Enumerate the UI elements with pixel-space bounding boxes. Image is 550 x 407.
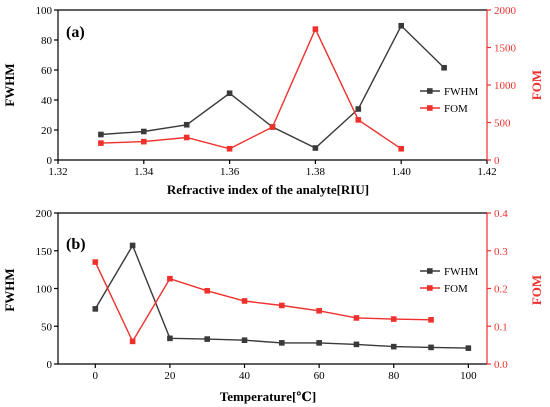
panel-a-y2-tick-label: 0	[494, 155, 500, 167]
panel-b-x-tick-label: 60	[314, 370, 326, 382]
panel-b-y-axis-title: FWHM	[2, 268, 17, 311]
panel-a-x-tick-label: 1.38	[306, 166, 326, 178]
panel-a-y2-tick-label: 500	[494, 118, 511, 130]
panel-b-y-tick-label: 200	[36, 208, 53, 220]
panel-a-x-tick-label: 1.36	[220, 166, 240, 178]
panel-a-fom-point	[98, 140, 104, 146]
panel-a-fwhm-point	[98, 131, 104, 138]
panel-b-fwhm-point	[129, 242, 136, 249]
panel-b-label: (b)	[66, 236, 86, 253]
panel-a-y-tick-label: 60	[41, 65, 53, 77]
panel-a-y-axis-title: FWHM	[2, 63, 17, 106]
panel-b-legend-fwhm-marker	[427, 268, 433, 274]
panel-a-y-tick-label: 80	[41, 35, 53, 47]
panel-b-fwhm-point	[241, 337, 248, 344]
panel-b-y-tick-label: 100	[36, 284, 53, 296]
panel-a-legend-fwhm-label: FWHM	[444, 86, 478, 98]
panel-b-y2-tick-label: 0.2	[494, 284, 508, 296]
panel-a-fwhm-point	[183, 121, 190, 128]
panel-b-x-tick-label: 80	[388, 370, 400, 382]
panel-b-fwhm-point	[279, 340, 285, 346]
panel-b-legend-fom-marker	[427, 285, 433, 291]
panel-a-legend-fom-marker	[427, 105, 433, 111]
panel-b-fwhm-point	[428, 344, 434, 351]
panel-a-fwhm-point	[226, 90, 233, 97]
panel-a-x-axis-title: Refractive index of the analyte[RIU]	[167, 182, 369, 197]
panel-b-y2-tick-label: 0.3	[494, 246, 508, 258]
panel-b-fwhm-point	[353, 341, 360, 348]
panel-a-x-tick-label: 1.42	[477, 166, 496, 178]
panel-a-legend-fwhm-marker	[427, 88, 433, 94]
panel-a-y-tick-label: 0	[47, 155, 53, 167]
panel-a-fwhm-point	[141, 128, 147, 135]
panel-b-y2-tick-label: 0.1	[494, 321, 508, 333]
panel-a-fom-point	[355, 117, 362, 123]
panel-a-fwhm-point	[441, 64, 447, 71]
panel-b-x-axis-title: Temperature[℃]	[220, 389, 316, 404]
panel-b-fwhm-point	[316, 340, 322, 346]
panel-b-fom-line	[94, 261, 432, 343]
panel-b-fom-point	[167, 275, 173, 282]
panel-b-x-tick-label: 0	[93, 370, 99, 382]
panel-a-x-tick-label: 1.40	[392, 166, 412, 178]
panel-a-fom-point	[141, 138, 147, 145]
panel-a-x-tick-label: 1.34	[134, 166, 154, 178]
panel-a-y-tick-label: 100	[36, 5, 53, 17]
panel-b-fom-point	[316, 307, 322, 314]
panel-b-y2-tick-label: 0.0	[494, 359, 508, 371]
panel-b-fom-point	[129, 338, 136, 345]
panel-b-fwhm-line	[94, 243, 469, 349]
panel-a-y2-tick-label: 1000	[494, 80, 517, 92]
panel-b-y-tick-label: 0	[47, 359, 53, 371]
panel-b-fom-point	[279, 302, 285, 309]
panel-b-legend-fom-label: FOM	[444, 283, 468, 295]
panel-b-x-tick-label: 40	[239, 370, 251, 382]
panel-b-fom-point	[204, 287, 211, 294]
panel-b-fom-point	[390, 316, 397, 322]
panel-b-fom-point	[353, 315, 360, 321]
panel-b-fwhm-point	[92, 306, 99, 312]
panel-b-fwhm-point	[204, 336, 211, 342]
panel-a-y-tick-label: 20	[41, 125, 53, 137]
panel-a-fwhm-point	[312, 145, 319, 151]
panel-b-x-tick-label: 20	[164, 370, 176, 382]
panel-a-y-tick-label: 40	[41, 95, 53, 107]
panel-a-fom-point	[183, 134, 190, 141]
panel-b-y-tick-label: 150	[36, 246, 53, 258]
panel-b-fwhm-point	[167, 335, 173, 342]
panel-b-fwhm-point	[465, 345, 472, 351]
panel-a-fom-point	[226, 145, 233, 152]
panel-b-x-tick-label: 100	[460, 370, 477, 382]
panel-b-y-tick-label: 50	[41, 321, 53, 333]
panel-b: (b) Temperature[℃] FWHM FOM 0 20 40 60 80 100…	[2, 208, 544, 404]
panel-a-legend-fom-label: FOM	[444, 103, 468, 115]
panel-a-fwhm-point	[398, 22, 404, 29]
panel-a-y2-tick-label: 1500	[494, 43, 517, 55]
panel-a: (a) Refractive index of the analyte[RIU]…	[2, 5, 544, 197]
panel-b-y2-axis-title: FOM	[529, 275, 544, 305]
panel-b-y2-tick-label: 0.4	[494, 208, 508, 220]
panel-a-y2-tick-label: 2000	[494, 5, 517, 17]
panel-b-fom-point	[241, 298, 248, 304]
panel-a-fwhm-point	[355, 106, 362, 112]
panel-a-y2-axis-title: FOM	[529, 70, 544, 100]
panel-b-fom-point	[92, 259, 99, 265]
panel-b-fwhm-point	[390, 343, 397, 350]
panel-a-fom-point	[269, 124, 276, 130]
panel-b-fom-point	[428, 317, 434, 323]
panel-a-fom-point	[312, 26, 319, 32]
panel-a-fom-point	[398, 145, 404, 152]
panel-a-x-tick-label: 1.32	[48, 166, 67, 178]
panel-a-fom-line	[100, 27, 402, 150]
panel-b-legend-fwhm-label: FWHM	[444, 266, 478, 278]
panel-a-label: (a)	[66, 24, 85, 41]
